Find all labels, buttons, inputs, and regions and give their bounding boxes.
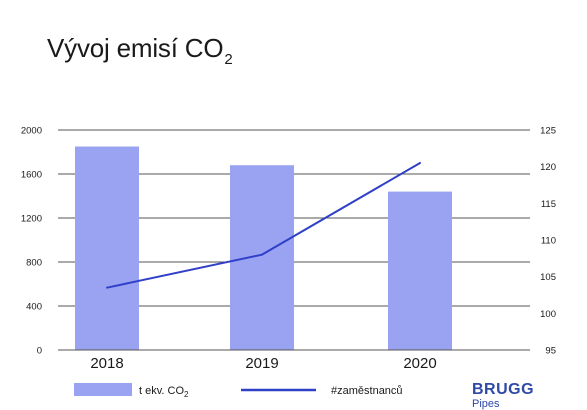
bar xyxy=(75,146,139,350)
legend-label-bars: t ekv. CO2 xyxy=(139,385,189,399)
bar xyxy=(230,165,294,350)
y-left-tick-label: 400 xyxy=(26,302,42,313)
line-point xyxy=(261,253,263,256)
legend-label-line: #zaměstnanců xyxy=(331,385,403,397)
y-right-tick-label: 110 xyxy=(541,236,556,247)
axes: 0 400 800 1200 1600 2000 95 100 105 110 115 120 125 2… xyxy=(21,126,556,373)
y-left-tick-label: 0 xyxy=(37,346,42,357)
line-point xyxy=(106,286,108,289)
y-right-tick-label: 105 xyxy=(540,272,556,283)
legend-label-subscript: 2 xyxy=(184,390,189,399)
bar-series xyxy=(75,146,452,350)
bar xyxy=(388,191,452,350)
y-right-tick-label: 95 xyxy=(545,346,556,357)
y-right-tick-label: 125 xyxy=(540,126,556,137)
y-left-tick-label: 800 xyxy=(26,258,42,269)
legend-swatch-bars xyxy=(74,383,132,396)
y-right-tick-label: 120 xyxy=(540,162,556,173)
page-title: Vývoj emisí CO2 xyxy=(47,33,233,68)
x-tick-label: 2020 xyxy=(403,355,436,372)
x-tick-label: 2019 xyxy=(245,355,278,372)
y-right-tick-label: 100 xyxy=(540,309,556,320)
y-right-tick-label: 115 xyxy=(541,199,556,210)
y-left-tick-label: 1600 xyxy=(21,170,42,181)
legend: t ekv. CO2 #zaměstnanců xyxy=(74,383,403,399)
y-left-tick-label: 2000 xyxy=(21,126,42,137)
line-series xyxy=(106,162,421,289)
line-point xyxy=(419,162,421,164)
y-left-tick-label: 1200 xyxy=(21,214,42,225)
brand-sub: Pipes xyxy=(472,398,500,410)
brand-logo: BRUGG Pipes xyxy=(472,382,534,410)
x-tick-label: 2018 xyxy=(90,355,123,372)
page-title-subscript: 2 xyxy=(224,51,233,69)
page-title-text: Vývoj emisí CO xyxy=(47,33,224,64)
brand-name: BRUGG xyxy=(472,381,535,398)
